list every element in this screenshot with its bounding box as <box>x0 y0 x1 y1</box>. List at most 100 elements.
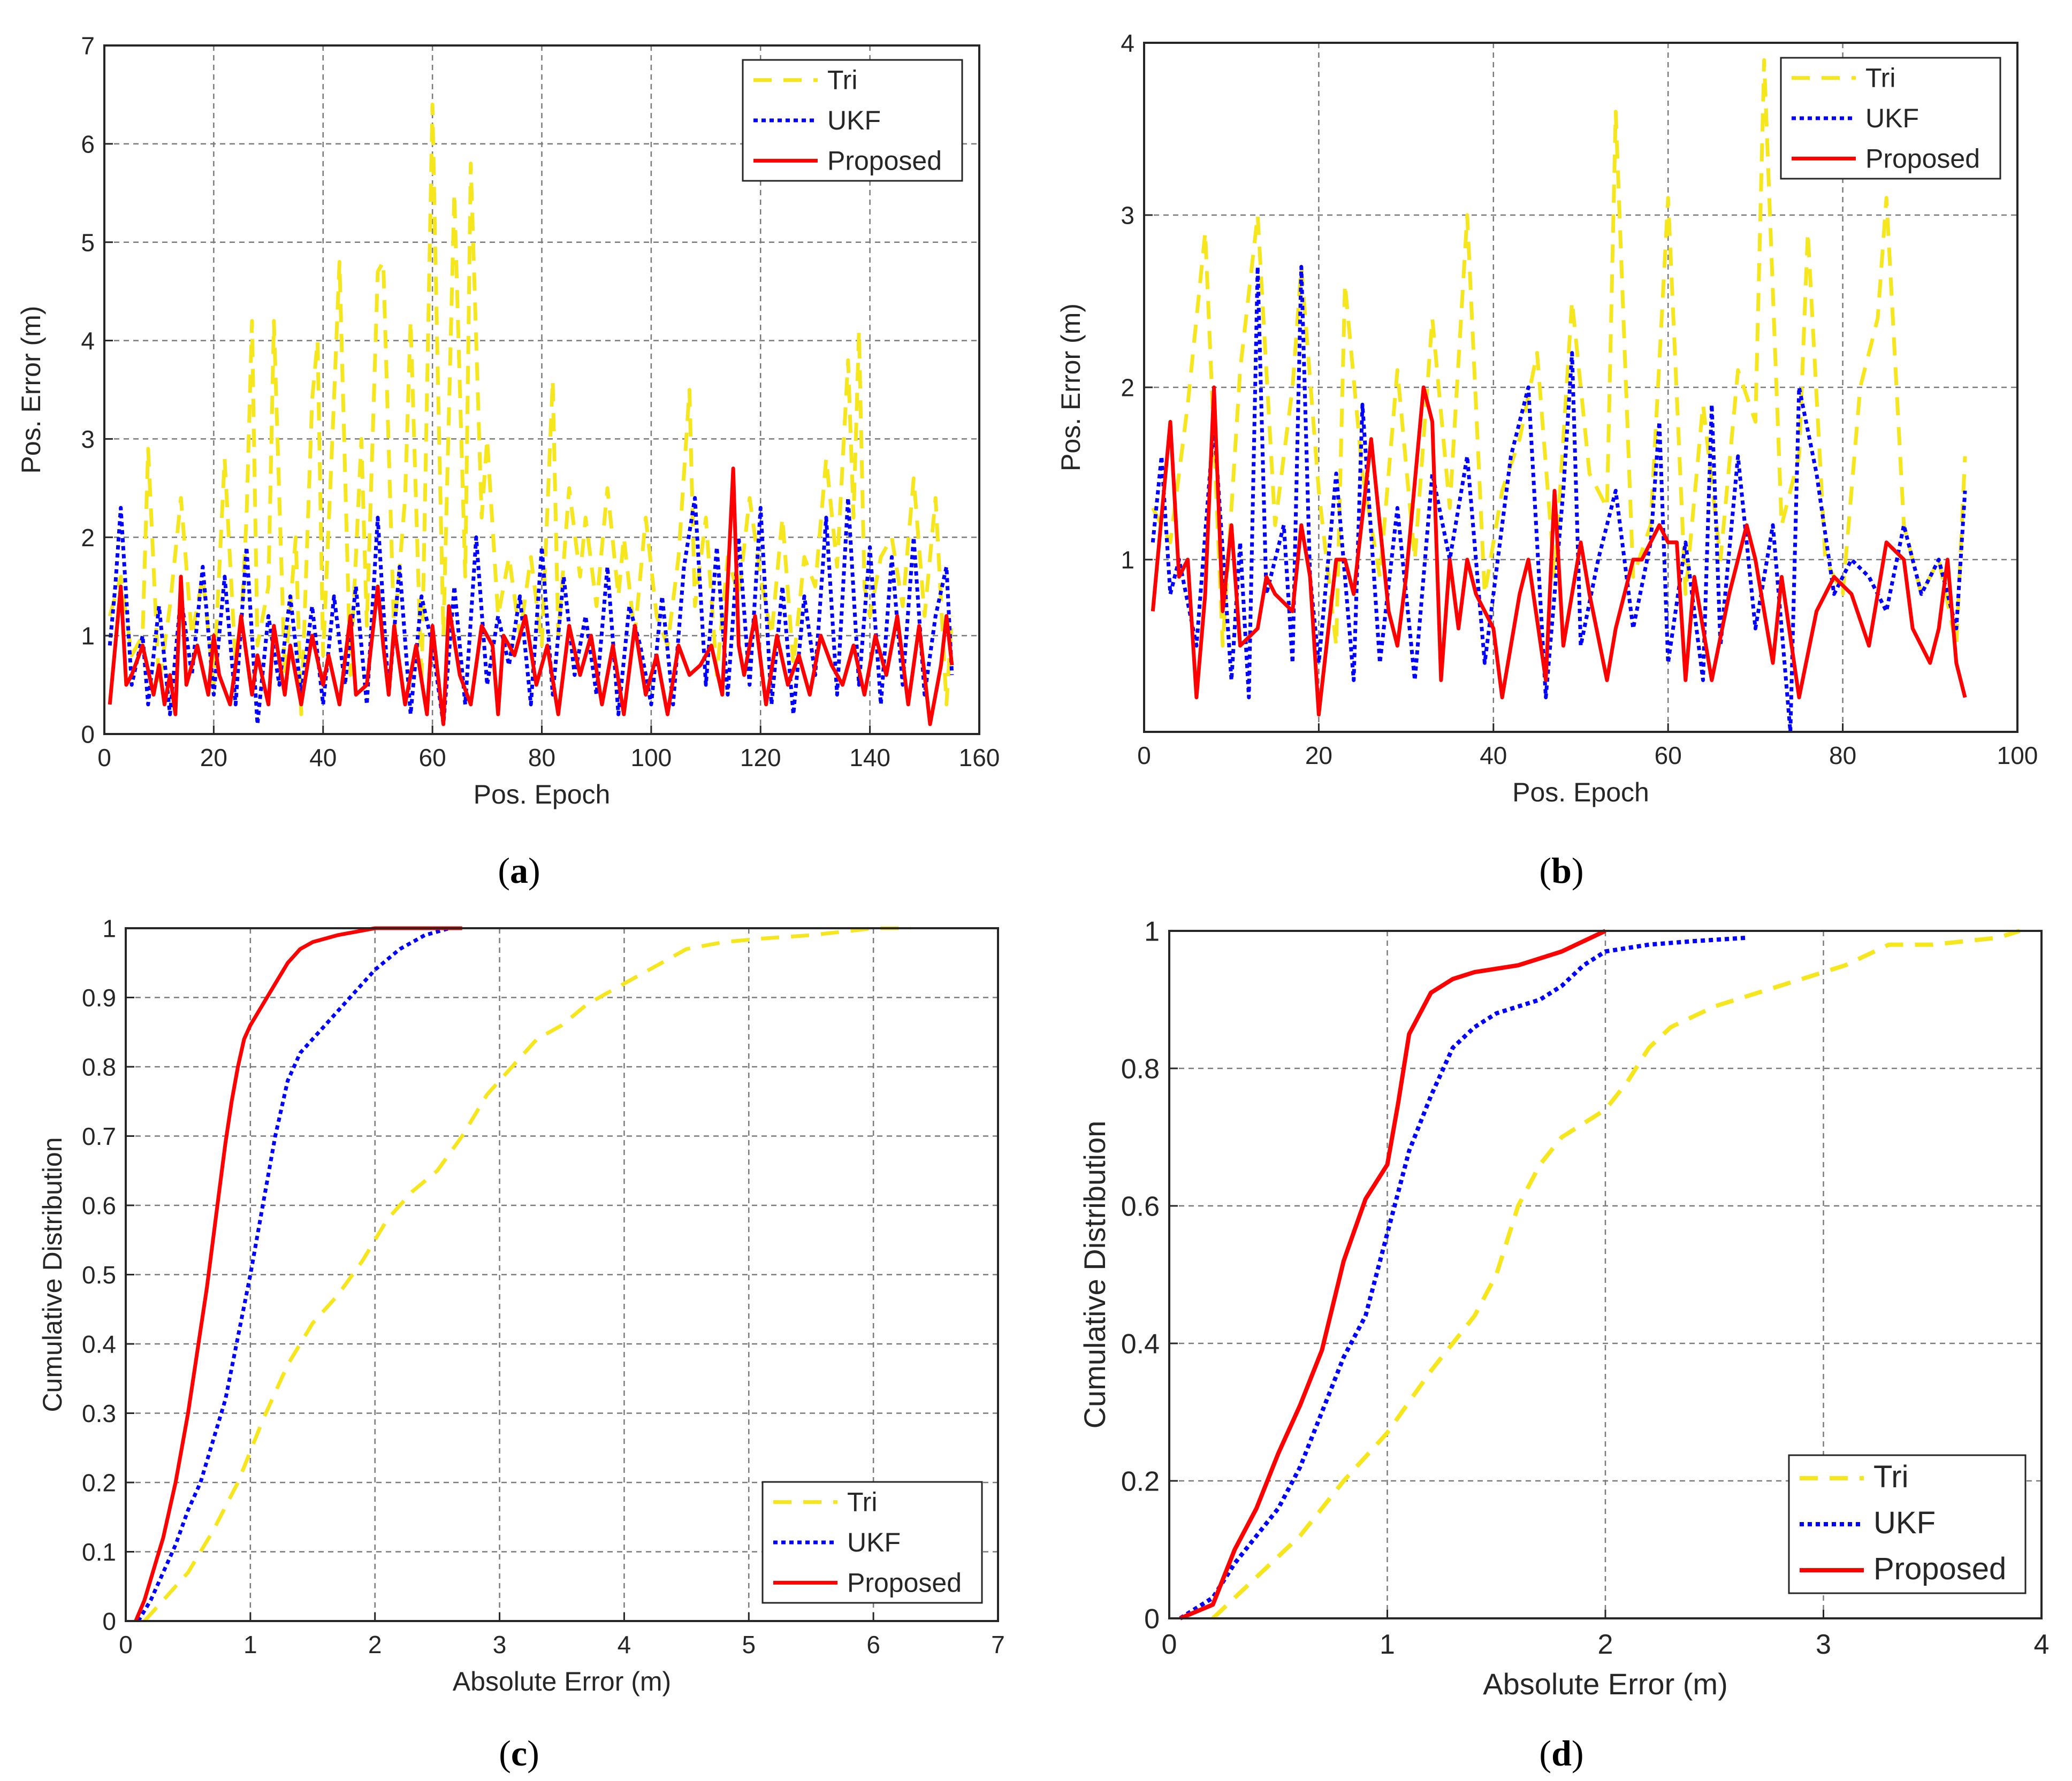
series-line-proposed <box>1179 929 1606 1621</box>
x-tick-label: 20 <box>200 744 227 771</box>
y-axis-label: Cumulative Distribution <box>1078 1121 1111 1429</box>
x-tick-label: 160 <box>959 744 1000 771</box>
caption-a: (a) <box>498 850 540 891</box>
series-lines <box>134 926 911 1623</box>
x-tick-label: 0 <box>1137 742 1151 769</box>
series-line-ukf <box>1179 935 1748 1621</box>
y-tick-label: 0.6 <box>1121 1191 1160 1222</box>
y-axis-label: Pos. Error (m) <box>1056 303 1086 471</box>
legend: Tri UKF Proposed <box>1788 1454 2027 1594</box>
panel-d: 0 1 2 3 4 0 0.2 0.4 0.6 0.8 1 Absolute Error (m) C… <box>1078 916 2049 1774</box>
legend-label-proposed: Proposed <box>827 146 942 175</box>
caption-b: (b) <box>1539 850 1583 891</box>
x-tick-label: 1 <box>1380 1629 1395 1660</box>
series-line-tri <box>1151 58 1967 648</box>
x-tick-label: 120 <box>740 744 781 771</box>
legend-label-proposed: Proposed <box>1865 143 1980 173</box>
x-tick-label: 5 <box>742 1631 756 1658</box>
x-tick-label: 6 <box>866 1631 880 1658</box>
y-tick-label: 0.1 <box>82 1538 116 1566</box>
grid-lines <box>126 928 998 1621</box>
x-tick-label: 4 <box>2034 1629 2050 1660</box>
series-lines <box>1151 58 1967 734</box>
x-axis-label: Pos. Epoch <box>1512 777 1649 807</box>
y-tick-label: 4 <box>1121 29 1134 57</box>
legend-label-ukf: UKF <box>1873 1505 1936 1540</box>
caption-letter: b <box>1551 850 1572 891</box>
legend-label-tri: Tri <box>1865 63 1895 93</box>
x-tick-label: 20 <box>1305 742 1332 769</box>
caption-letter: c <box>511 1733 527 1774</box>
caption-c: (c) <box>499 1733 539 1774</box>
x-tick-label: 80 <box>1829 742 1856 769</box>
caption-letter: d <box>1551 1733 1572 1774</box>
y-tick-label: 6 <box>81 130 95 158</box>
legend-label-ukf: UKF <box>827 105 881 135</box>
series-line-ukf <box>108 496 954 727</box>
y-axis-label: Pos. Error (m) <box>16 306 46 474</box>
legend: Tri UKF Proposed <box>742 59 963 182</box>
grid-lines <box>1144 43 2017 732</box>
legend: Tri UKF Proposed <box>1780 57 2001 180</box>
legend-label-ukf: UKF <box>1865 103 1919 133</box>
x-tick-label: 40 <box>1480 742 1507 769</box>
y-tick-label: 1 <box>1144 916 1160 947</box>
series-lines <box>108 102 954 727</box>
series-line-proposed <box>1151 385 1967 717</box>
x-tick-label: 3 <box>493 1631 507 1658</box>
x-tick-label: 40 <box>309 744 337 771</box>
panel-c: 0 1 2 3 4 5 6 7 0 0.1 0.2 0.3 0.4 0.5 0.6 0.7 0.8 0.9 1 Ab… <box>37 915 1005 1774</box>
x-tick-label: 1 <box>243 1631 257 1658</box>
x-tick-label: 0 <box>1162 1629 1177 1660</box>
legend-label-tri: Tri <box>847 1487 877 1517</box>
x-axis-label: Absolute Error (m) <box>453 1667 671 1696</box>
caption-d: (d) <box>1539 1733 1583 1774</box>
panel-a: 0 20 40 60 80 100 120 140 160 0 1 2 3 4 5 6 7 Pos. Epoch… <box>16 32 1000 891</box>
y-tick-label: 0.4 <box>82 1331 116 1358</box>
y-tick-label: 0.7 <box>82 1122 116 1150</box>
y-tick-label: 2 <box>81 524 95 552</box>
x-tick-label: 80 <box>528 744 555 771</box>
series-line-proposed <box>108 467 954 727</box>
x-tick-label: 2 <box>1598 1629 1613 1660</box>
x-tick-label: 4 <box>618 1631 631 1658</box>
y-tick-label: 1 <box>102 915 116 943</box>
y-tick-label: 0.8 <box>82 1053 116 1081</box>
series-line-proposed <box>134 926 462 1622</box>
x-tick-label: 0 <box>97 744 111 771</box>
x-tick-label: 140 <box>849 744 890 771</box>
y-tick-label: 4 <box>81 327 95 355</box>
legend-label-tri: Tri <box>1873 1459 1908 1494</box>
legend-label-tri: Tri <box>827 65 857 95</box>
y-tick-label: 0.8 <box>1121 1054 1160 1085</box>
x-tick-label: 7 <box>991 1631 1005 1658</box>
series-line-tri <box>143 926 911 1623</box>
y-tick-label: 0.4 <box>1121 1329 1160 1360</box>
y-tick-label: 1 <box>1121 546 1134 574</box>
x-tick-label: 60 <box>419 744 446 771</box>
series-lines <box>1179 929 2021 1621</box>
tick-labels: 0 20 40 60 80 100 1 2 3 4 <box>1121 29 2038 769</box>
y-tick-label: 1 <box>81 622 95 650</box>
y-tick-label: 0.3 <box>82 1400 116 1427</box>
y-tick-label: 3 <box>1121 202 1134 230</box>
y-tick-label: 0.2 <box>82 1469 116 1497</box>
y-tick-label: 0 <box>81 721 95 748</box>
legend: Tri UKF Proposed <box>761 1481 983 1604</box>
x-axis-label: Pos. Epoch <box>474 779 611 809</box>
x-tick-label: 100 <box>631 744 672 771</box>
tick-labels: 0 20 40 60 80 100 120 140 160 0 1 2 3 4 5 6 7 <box>81 32 1000 771</box>
y-tick-label: 7 <box>81 32 95 60</box>
y-tick-label: 0.9 <box>82 984 116 1012</box>
caption-letter: a <box>510 850 528 891</box>
y-tick-label: 0 <box>1144 1604 1160 1635</box>
series-line-ukf <box>136 926 451 1622</box>
series-line-tri <box>1211 929 2021 1620</box>
x-tick-label: 60 <box>1655 742 1682 769</box>
y-tick-label: 0 <box>102 1608 116 1635</box>
series-line-ukf <box>1151 265 1967 734</box>
x-tick-label: 0 <box>119 1631 133 1658</box>
y-tick-label: 3 <box>81 425 95 453</box>
x-axis-label: Absolute Error (m) <box>1483 1667 1727 1701</box>
